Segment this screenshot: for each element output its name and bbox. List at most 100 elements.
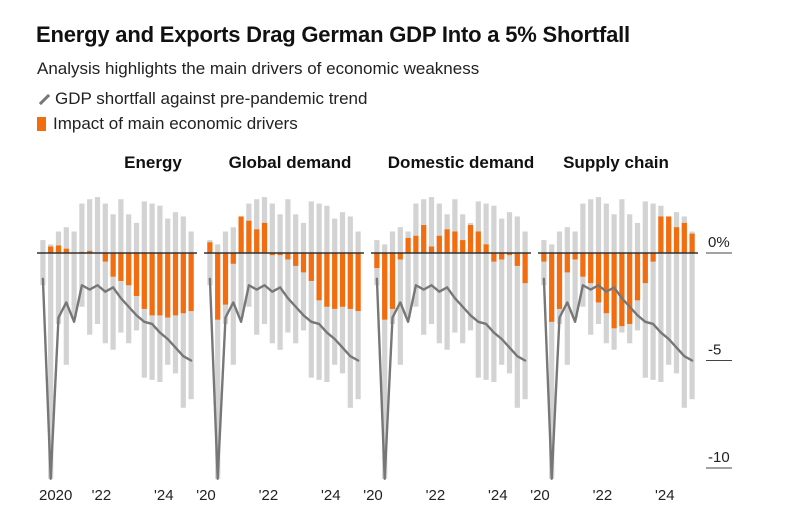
legend-label-gdp-shortfall: GDP shortfall against pre-pandemic trend	[55, 89, 368, 108]
legend-label-drivers: Impact of main economic drivers	[53, 114, 298, 133]
driver-bar-energy-14	[149, 253, 155, 316]
driver-bar-domestic-demand-7	[428, 246, 435, 253]
range-bar-domestic-demand-1	[382, 244, 388, 479]
range-bar-global-demand-13	[308, 201, 314, 378]
range-bar-domestic-demand-5	[413, 203, 419, 307]
driver-bar-domestic-demand-19	[522, 253, 528, 284]
range-bar-supply-chain-0	[541, 240, 547, 286]
driver-bar-global-demand-10	[285, 253, 291, 260]
range-bar-global-demand-19	[355, 231, 361, 400]
driver-bar-energy-10	[118, 253, 124, 281]
x-tick-label-energy-2: '24	[154, 487, 174, 504]
driver-bar-domestic-demand-11	[460, 240, 466, 253]
driver-bar-supply-chain-6	[588, 253, 594, 284]
range-bar-domestic-demand-8	[436, 203, 442, 344]
range-bar-global-demand-10	[285, 199, 291, 333]
range-bar-domestic-demand-7	[428, 197, 435, 324]
range-bar-energy-6	[87, 199, 93, 335]
driver-bar-domestic-demand-5	[413, 235, 419, 253]
legend-bar-swatch	[37, 117, 46, 131]
range-bar-energy-8	[102, 203, 108, 344]
range-bar-energy-3	[63, 227, 69, 365]
driver-bar-global-demand-19	[355, 253, 361, 312]
range-bar-global-demand-3	[230, 227, 236, 365]
driver-bar-energy-19	[188, 253, 194, 312]
range-bar-global-demand-8	[269, 203, 275, 344]
range-bar-global-demand-6	[254, 199, 260, 335]
x-tick-label-domestic-demand-1: '22	[426, 487, 446, 504]
gdp-shortfall-line-global-demand	[208, 277, 360, 480]
y-tick-label-0: 0%	[708, 234, 730, 251]
range-bar-global-demand-9	[277, 214, 283, 350]
range-bar-global-demand-0	[207, 240, 213, 286]
driver-bar-supply-chain-1	[549, 253, 555, 322]
driver-bar-global-demand-0	[207, 242, 213, 253]
range-bar-energy-5	[79, 203, 85, 307]
driver-bar-energy-9	[110, 253, 116, 277]
chart-subtitle: Analysis highlights the main drivers of …	[37, 59, 480, 78]
range-bar-supply-chain-15	[658, 205, 664, 382]
range-bar-domestic-demand-19	[522, 231, 528, 400]
driver-bar-domestic-demand-15	[491, 253, 497, 262]
range-bar-energy-4	[71, 231, 77, 318]
driver-bar-supply-chain-17	[673, 227, 680, 253]
range-bar-domestic-demand-17	[506, 212, 513, 374]
driver-bar-supply-chain-11	[627, 253, 633, 324]
panel-title-domestic-demand: Domestic demand	[388, 153, 534, 172]
driver-bar-energy-11	[126, 253, 132, 286]
driver-bar-global-demand-12	[300, 253, 307, 273]
driver-bar-global-demand-17	[339, 253, 346, 307]
driver-bar-energy-8	[102, 253, 108, 262]
driver-bar-global-demand-9	[277, 253, 283, 256]
driver-bar-energy-18	[180, 253, 186, 314]
gdp-shortfall-line-energy	[41, 277, 193, 480]
y-tick-label-1: -5	[708, 342, 721, 359]
driver-bar-energy-6	[87, 250, 93, 253]
range-bar-supply-chain-1	[549, 244, 555, 479]
driver-bar-global-demand-5	[246, 220, 252, 253]
range-bar-domestic-demand-18	[514, 216, 520, 408]
driver-bar-supply-chain-14	[650, 253, 656, 262]
range-bar-supply-chain-3	[564, 227, 570, 365]
gdp-shortfall-line-domestic-demand	[375, 277, 527, 480]
driver-bar-global-demand-1	[215, 253, 221, 320]
range-bar-energy-2	[55, 231, 62, 324]
driver-bar-supply-chain-16	[666, 216, 672, 253]
range-bar-supply-chain-19	[689, 231, 695, 400]
driver-bar-domestic-demand-10	[452, 231, 458, 253]
driver-bar-energy-3	[63, 248, 69, 253]
driver-bar-supply-chain-8	[603, 253, 609, 314]
range-bar-global-demand-5	[246, 203, 252, 307]
driver-bar-supply-chain-9	[611, 253, 617, 329]
driver-bar-supply-chain-5	[580, 253, 586, 277]
driver-bar-supply-chain-13	[642, 253, 648, 284]
range-bar-supply-chain-13	[642, 201, 648, 378]
driver-bar-global-demand-2	[222, 253, 229, 305]
driver-bar-supply-chain-15	[658, 216, 664, 253]
driver-bar-domestic-demand-17	[506, 253, 513, 256]
x-tick-label-global-demand-1: '22	[259, 487, 279, 504]
driver-bar-energy-12	[133, 253, 140, 296]
range-bar-energy-9	[110, 214, 116, 350]
range-bar-domestic-demand-10	[452, 199, 458, 333]
panel-title-supply-chain: Supply chain	[563, 153, 669, 172]
legend-item-drivers: Impact of main economic drivers	[37, 114, 298, 134]
driver-bar-domestic-demand-18	[514, 253, 520, 266]
driver-bar-domestic-demand-9	[444, 229, 450, 253]
range-bar-domestic-demand-11	[460, 214, 466, 344]
driver-bar-global-demand-6	[254, 229, 260, 253]
driver-bar-supply-chain-18	[681, 222, 687, 253]
range-bar-domestic-demand-16	[499, 218, 505, 365]
driver-bar-domestic-demand-8	[436, 235, 442, 253]
x-tick-label-energy-0: 2020	[39, 487, 72, 504]
driver-bar-domestic-demand-3	[397, 253, 403, 260]
range-bar-domestic-demand-12	[467, 222, 474, 331]
driver-bar-domestic-demand-6	[421, 225, 427, 253]
driver-bar-energy-2	[55, 245, 62, 253]
driver-bar-domestic-demand-4	[405, 237, 411, 253]
driver-bar-supply-chain-12	[634, 253, 641, 301]
driver-bar-global-demand-7	[261, 222, 268, 253]
driver-bar-supply-chain-0	[541, 253, 547, 262]
range-bar-global-demand-4	[238, 231, 244, 318]
x-tick-label-supply-chain-0: '20	[530, 487, 550, 504]
